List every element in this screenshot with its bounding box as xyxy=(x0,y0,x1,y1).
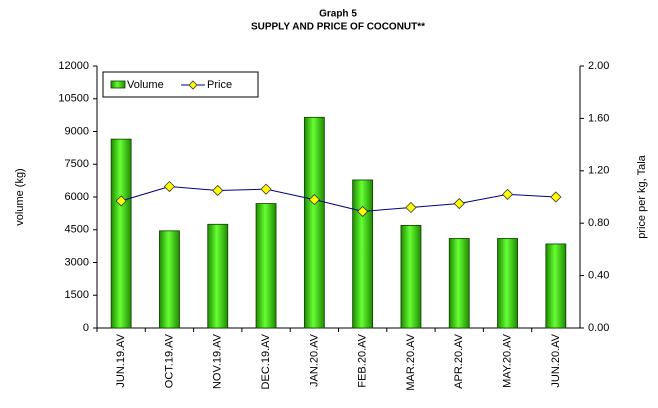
price-marker xyxy=(550,191,562,203)
bar xyxy=(207,223,229,329)
y2-tick-label: 1.20 xyxy=(588,165,609,177)
legend-label: Price xyxy=(207,79,232,91)
price-marker xyxy=(163,180,176,193)
price-marker xyxy=(115,195,127,207)
y-tick-label: 3000 xyxy=(65,256,89,268)
y-tick-label: 10500 xyxy=(58,93,89,105)
legend-marker xyxy=(188,80,198,90)
y-tick-label: 1500 xyxy=(65,289,89,301)
bar xyxy=(255,203,277,329)
y2-tick-label: 0.00 xyxy=(588,322,609,334)
y-tick-label: 9000 xyxy=(65,125,89,137)
x-tick-label: FEB.20.AV xyxy=(357,333,369,387)
chart-subtitle: SUPPLY AND PRICE OF COCONUT** xyxy=(251,22,425,33)
x-tick-label: MAY.20.AV xyxy=(501,333,513,387)
price-marker xyxy=(453,197,465,210)
x-tick-label: DEC.19.AV xyxy=(260,333,272,389)
bar xyxy=(545,243,567,329)
legend-box xyxy=(102,71,259,98)
chart-title: Graph 5 xyxy=(319,9,357,20)
bar xyxy=(352,179,374,329)
y-tick-label: 0 xyxy=(83,322,89,334)
y2-tick-label: 0.80 xyxy=(588,217,609,229)
legend-label: Volume xyxy=(127,79,164,91)
x-tick-label: JAN.20.AV xyxy=(308,333,320,387)
x-tick-label: APR.20.AV xyxy=(453,333,465,388)
bar xyxy=(303,116,325,329)
x-tick-label: JUN.19.AV xyxy=(115,333,127,387)
legend-swatch xyxy=(110,80,126,89)
y-tick-label: 12000 xyxy=(58,60,89,72)
x-tick-label: MAR.20.AV xyxy=(405,333,417,390)
y2-axis-label: price per kg, Tala xyxy=(636,154,648,238)
x-tick-label: OCT.19.AV xyxy=(163,333,175,388)
price-line xyxy=(121,186,556,212)
bar xyxy=(159,230,180,329)
y2-tick-label: 0.40 xyxy=(588,270,609,282)
bar xyxy=(110,138,132,329)
price-marker xyxy=(212,184,224,197)
y-tick-label: 6000 xyxy=(65,191,89,203)
y-tick-label: 4500 xyxy=(65,224,89,236)
y-tick-label: 7500 xyxy=(65,158,89,170)
bar xyxy=(497,238,518,329)
x-tick-label: NOV.19.AV xyxy=(212,333,224,389)
price-marker xyxy=(308,194,320,206)
y-axis-label: volume (kg) xyxy=(14,168,26,225)
x-tick-label: JUN.20.AV xyxy=(550,333,562,387)
bar xyxy=(400,224,422,329)
y2-tick-label: 1.60 xyxy=(588,112,609,124)
price-marker xyxy=(260,183,272,195)
price-marker xyxy=(501,188,514,200)
y2-tick-label: 2.00 xyxy=(588,60,609,72)
bar xyxy=(448,238,470,329)
price-marker xyxy=(357,205,369,217)
price-marker xyxy=(405,201,417,214)
